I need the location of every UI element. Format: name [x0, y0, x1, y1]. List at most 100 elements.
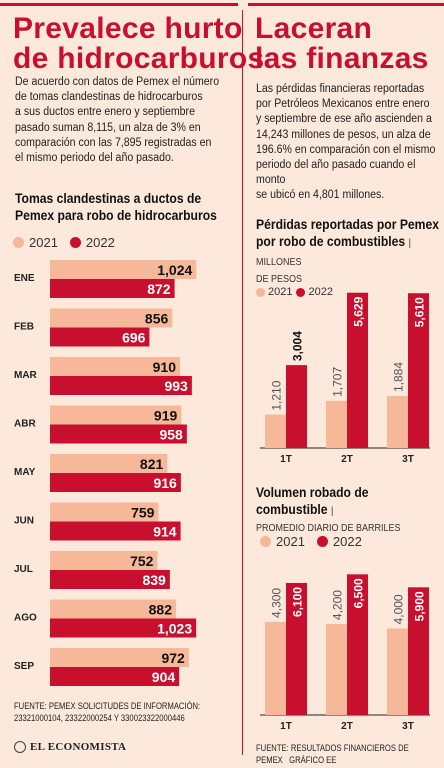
category-label: JUN: [14, 516, 34, 527]
chart1-horizontal-bar: ENE 1,024 872 FEB 856 696 MAR 910 993 ABR 919 958 MA…: [14, 260, 197, 686]
bar-2022: [50, 279, 175, 298]
bar-2022: [50, 376, 192, 395]
bar-2021: [50, 454, 168, 473]
category-label: AGO: [14, 613, 37, 624]
value-label-2021: 1,707: [331, 367, 345, 397]
chart2-title-line2: por robo de combustibles: [256, 234, 406, 249]
value-label-2021: 1,024: [157, 262, 192, 278]
value-label-2021: 752: [130, 553, 154, 569]
bar-2022: [50, 667, 180, 686]
value-label-2022: 914: [153, 524, 177, 540]
legend-swatch-2021: [256, 287, 265, 297]
chart1-title-line1: Tomas clandestinas a ductos de: [15, 191, 202, 206]
legend-item-2021: 2021: [256, 286, 292, 298]
chart2-unit-sep: |: [408, 238, 411, 249]
left-paragraph-line: a sus ductos entre enero y septiembre: [15, 106, 195, 119]
category-label: MAY: [14, 467, 36, 478]
value-label-2022: 5,610: [413, 297, 427, 327]
right-title: Laceran las finanzas: [255, 14, 429, 74]
bar-2022: [50, 521, 181, 541]
right-paragraph-line: 196.6% en comparación con el mismo: [256, 143, 436, 156]
chart3-unit: PROMEDIO DIARIO DE BARRILES: [256, 523, 401, 534]
legend-label-2022: 2022: [85, 235, 115, 250]
chart3-title-line1: Volumen robado de combustible: [256, 485, 369, 517]
right-title-line2: las finanzas: [255, 42, 429, 75]
chart2-legend: 2021 2022: [256, 286, 345, 298]
chart2-unit-line2: DE PESOS: [256, 274, 303, 285]
right-paragraph-line: y septiembre de ese año ascienden a: [256, 113, 432, 126]
bar-2022: [286, 365, 307, 448]
legend-swatch-2022: [296, 287, 306, 297]
bar-2021: [326, 400, 347, 448]
column-divider: [242, 10, 243, 755]
category-label: 3T: [402, 454, 414, 465]
left-paragraph-line: de tomas clandestinas de hidrocarburos: [15, 91, 203, 104]
bar-2021: [387, 628, 408, 715]
chart3-vertical-bar: 4,300 6,100 1T 4,200 6,500 2T 4,000 5,900 3T: [260, 574, 430, 732]
bar-2022: [408, 293, 429, 448]
right-paragraph: Las pérdidas financieras reportadas por …: [256, 82, 440, 204]
value-label-2022: 904: [152, 669, 176, 685]
bar-2021: [50, 648, 189, 667]
left-source: FUENTE: PEMEX SOLICITUDES DE INFORMACIÓN…: [14, 700, 235, 724]
right-paragraph-line: por Petróleos Mexicanos entre enero: [256, 98, 430, 111]
bar-2022: [50, 570, 170, 589]
bar-2021: [265, 621, 286, 715]
value-label-2022: 696: [122, 330, 146, 346]
logo: EL ECONOMISTA: [14, 741, 126, 753]
value-label-2022: 6,500: [352, 578, 366, 608]
bar-2022: [286, 582, 307, 715]
legend-label-2022: 2022: [332, 534, 362, 549]
value-label-2021: 1,210: [270, 380, 284, 410]
category-label: 2T: [341, 721, 353, 732]
bar-2021: [265, 414, 286, 448]
value-label-2022: 1,023: [157, 621, 192, 637]
left-source-line2: 23321000104, 23322000254 Y 3300233220004…: [14, 713, 185, 723]
top-rule: [0, 0, 444, 8]
bar-2021: [50, 551, 158, 570]
bar-2021: [50, 308, 173, 328]
left-title: Prevalece hurto de hidrocarburos: [13, 14, 265, 74]
bar-2022: [50, 327, 150, 347]
legend-label-2022: 2022: [308, 286, 333, 298]
category-label: ENE: [14, 273, 35, 284]
chart2-unit: MILLONES: [256, 257, 302, 268]
legend-item-2022: 2022: [296, 286, 333, 298]
legend-item-2021: 2021: [13, 235, 58, 250]
left-title-line2: de hidrocarburos: [13, 42, 265, 75]
left-source-line1: FUENTE: PEMEX SOLICITUDES DE INFORMACIÓN…: [14, 701, 201, 711]
legend-label-2021: 2021: [29, 235, 58, 250]
category-label: MAR: [14, 370, 38, 381]
value-label-2022: 3,004: [291, 331, 305, 361]
category-label: 1T: [280, 454, 292, 465]
left-paragraph-line: pasado suman 8,115, un alza de 3% en: [15, 121, 201, 134]
category-label: FEB: [14, 322, 34, 333]
right-title-line1: Laceran: [255, 12, 373, 45]
chart3-title: Volumen robado de combustible | PROMEDIO…: [256, 484, 441, 537]
chart3-legend: 2021 2022: [260, 534, 374, 549]
category-label: JUL: [14, 564, 33, 575]
bar-2022: [50, 618, 197, 638]
legend-swatch-2021: [260, 536, 271, 547]
chart2-title: Pérdidas reportadas por Pemex por robo d…: [256, 216, 441, 288]
bar-2022: [50, 424, 187, 444]
chart2-vertical-bar: 1,210 3,004 1T 1,707 5,629 2T 1,884 5,610 3T: [260, 292, 430, 465]
value-label-2022: 839: [142, 572, 166, 588]
chart1-legend: 2021 2022: [13, 235, 127, 250]
left-paragraph: De acuerdo con datos de Pemex el número …: [15, 75, 236, 166]
category-label: 1T: [280, 721, 292, 732]
category-label: 3T: [402, 721, 414, 732]
value-label-2021: 972: [161, 650, 185, 666]
legend-item-2022: 2022: [69, 235, 115, 250]
value-label-2021: 4,200: [331, 590, 345, 620]
right-paragraph-line: 14,243 millones de pesos, un alza de: [256, 128, 431, 141]
bar-2021: [50, 357, 180, 376]
value-label-2021: 882: [149, 602, 173, 618]
value-label-2022: 5,629: [352, 296, 366, 326]
bar-2021: [326, 624, 347, 715]
right-credit: GRÁFICO EE: [289, 755, 337, 765]
value-label-2021: 856: [145, 311, 169, 327]
legend-item-2021: 2021: [260, 534, 305, 549]
value-label-2021: 759: [131, 505, 155, 521]
value-label-2022: 872: [147, 281, 171, 297]
